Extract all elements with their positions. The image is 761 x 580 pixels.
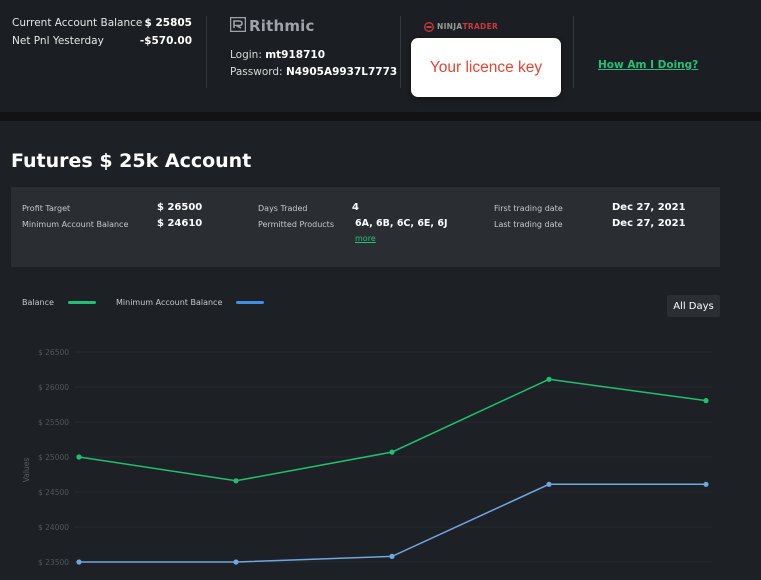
login-value: mt918710	[265, 49, 326, 61]
profit-target-value: $ 26500	[157, 202, 203, 213]
minimum-data-point[interactable]	[389, 553, 395, 559]
legend-balance-label: Balance	[22, 298, 54, 307]
min-balance-label: Minimum Account Balance	[22, 220, 129, 229]
first-trading-date-value: Dec 27, 2021	[612, 202, 686, 213]
minimum-data-point[interactable]	[546, 481, 552, 487]
password-value: N4905A9937L7773	[285, 66, 398, 78]
balance-data-point[interactable]	[703, 398, 709, 404]
how-am-i-doing-link[interactable]: How Am I Doing?	[598, 59, 699, 71]
login-row: Login: mt918710	[230, 47, 397, 64]
ninjatrader-logo-icon	[424, 17, 434, 36]
rithmic-logo: Rithmic	[229, 16, 397, 36]
y-tick-label: $ 25500	[38, 418, 69, 427]
balance-data-point[interactable]	[389, 449, 395, 455]
header-divider	[206, 16, 207, 88]
permitted-products-value: 6A, 6B, 6C, 6E, 6J	[355, 218, 448, 229]
y-tick-label: $ 25000	[38, 453, 69, 462]
header-divider	[400, 16, 401, 88]
y-tick-label: $ 24500	[38, 488, 69, 497]
balance-series-line	[78, 378, 707, 482]
permitted-products-label: Permitted Products	[258, 220, 334, 229]
rithmic-credentials: Rithmic Login: mt918710 Password: N4905A…	[229, 16, 397, 81]
legend-minimum-swatch	[236, 301, 265, 304]
net-pnl-label: Net Pnl Yesterday	[12, 35, 104, 47]
first-trading-date-label: First trading date	[494, 204, 563, 213]
page-title: Futures $ 25k Account	[11, 150, 252, 172]
balance-data-point[interactable]	[76, 454, 82, 460]
balance-data-point[interactable]	[546, 376, 552, 382]
date-range-button[interactable]: All Days	[667, 295, 720, 317]
profit-target-label: Profit Target	[22, 204, 71, 213]
balance-data-point[interactable]	[233, 478, 239, 484]
balance-summary: Current Account Balance $ 25805 Net Pnl …	[12, 17, 192, 53]
more-products-link[interactable]: more	[355, 234, 376, 243]
password-label: Password:	[230, 66, 283, 78]
legend-balance[interactable]: Balance	[22, 298, 96, 307]
ninjatrader-logo-text-b: TRADER	[462, 22, 499, 31]
rithmic-logo-text: Rithmic	[249, 17, 315, 35]
days-traded-value: 4	[352, 202, 359, 213]
login-label: Login:	[230, 49, 262, 61]
legend-minimum[interactable]: Minimum Account Balance	[116, 298, 265, 307]
ninjatrader-logo: NINJATRADER	[424, 17, 498, 36]
header-separator	[0, 112, 761, 121]
legend-balance-swatch	[67, 301, 96, 304]
top-header	[0, 0, 761, 112]
password-row: Password: N4905A9937L7773	[230, 64, 397, 81]
y-tick-label: $ 23500	[38, 558, 69, 567]
minimum-data-point[interactable]	[703, 481, 709, 487]
licence-key-button[interactable]: Your licence key	[411, 38, 561, 97]
last-trading-date-label: Last trading date	[494, 220, 563, 229]
y-tick-label: $ 26000	[38, 383, 69, 392]
account-stats-panel: Profit Target $ 26500 Minimum Account Ba…	[11, 187, 720, 267]
rithmic-logo-icon	[229, 16, 247, 36]
minimum-data-point[interactable]	[233, 559, 239, 565]
net-pnl-value: -$570.00	[139, 35, 192, 47]
min-balance-value: $ 24610	[157, 218, 203, 229]
balance-chart: $ 26500 $ 26000 $ 25500 $ 25000 $ 24500 $ 240…	[22, 348, 712, 567]
minimum-series-line	[79, 483, 706, 563]
y-axis-label: Values	[22, 458, 31, 483]
y-tick-label: $ 24000	[38, 523, 69, 532]
header-divider	[573, 16, 574, 88]
ninjatrader-logo-text-a: NINJA	[437, 22, 463, 31]
legend-minimum-label: Minimum Account Balance	[116, 298, 223, 307]
current-balance-value: $ 25805	[144, 17, 193, 29]
y-tick-label: $ 26500	[38, 348, 69, 357]
days-traded-label: Days Traded	[258, 204, 308, 213]
last-trading-date-value: Dec 27, 2021	[612, 218, 686, 229]
minimum-data-point[interactable]	[76, 559, 82, 565]
current-balance-label: Current Account Balance	[12, 17, 143, 29]
